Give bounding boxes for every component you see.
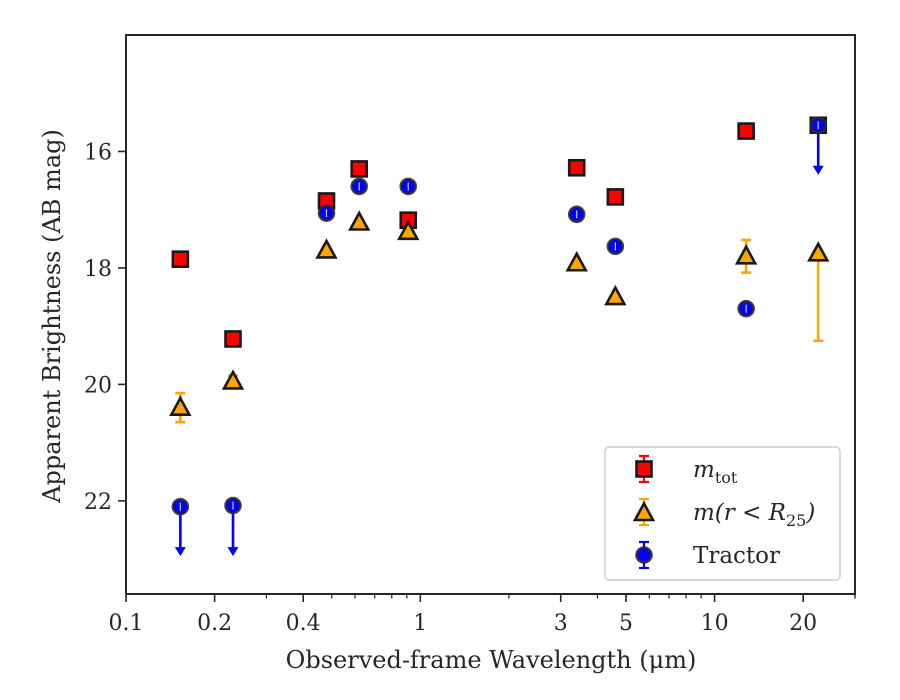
limit-arrowhead [174, 547, 186, 557]
x-tick-label: 0.1 [109, 611, 144, 636]
x-axis-title: Observed-frame Wavelength (μm) [286, 646, 697, 674]
m-tot-point [350, 160, 368, 178]
r25-point [604, 284, 627, 306]
legend-label: mtot [693, 457, 738, 487]
legend-box [604, 446, 841, 581]
r25-point [807, 241, 830, 262]
m-tot-marker [350, 160, 368, 178]
plot-frame [125, 34, 856, 595]
tractor-point [317, 204, 336, 222]
r25-point [348, 210, 371, 231]
y-tick-label: 22 [84, 490, 112, 515]
x-tick-label: 5 [619, 611, 633, 636]
m-tot-point [567, 158, 586, 177]
x-tick-label: 10 [701, 611, 729, 636]
y-tick-label: 20 [84, 373, 112, 398]
r25-point [315, 238, 338, 259]
m-tot-point [606, 188, 625, 206]
legend-square-icon [635, 460, 653, 478]
tractor-point [350, 177, 368, 196]
m-tot-marker [567, 158, 586, 177]
legend-label: m(r < R25) [693, 500, 815, 530]
legend-entry-m_tot: mtot [635, 454, 738, 487]
limit-arrowhead [227, 547, 239, 557]
tractor-point [606, 237, 625, 256]
tractor-point [224, 496, 242, 515]
legend-entry-m_r25: m(r < R25) [632, 497, 815, 530]
y-axis-title: Apparent Brightness (AB mag) [38, 129, 66, 504]
legend-circle-icon [635, 546, 653, 564]
m-tot-point [737, 122, 755, 140]
r25-point [221, 369, 245, 390]
r25-point [397, 219, 420, 241]
r25-error-bar [813, 252, 824, 343]
x-tick-label: 0.2 [197, 611, 232, 636]
legend-entry-tractor: Tractor [635, 540, 780, 570]
tractor-point [399, 177, 418, 196]
tractor-point [171, 497, 190, 516]
tractor-point [567, 205, 586, 224]
tractor-point [737, 299, 755, 318]
m-tot-marker [606, 188, 625, 206]
axes: 0.1 0.2 0.4 1 3 5 10 20 16 18 20 22 [84, 34, 856, 636]
y-tick-label: 16 [84, 140, 112, 165]
r25-point [169, 395, 192, 416]
m-tot-point [171, 250, 190, 268]
legend-label: Tractor [693, 543, 780, 569]
m-tot-marker [171, 250, 190, 268]
r25-point [734, 244, 758, 265]
x-tick-label: 20 [789, 611, 817, 636]
x-tick-label: 1 [413, 611, 427, 636]
m-tot-point [224, 330, 242, 348]
m-tot-marker [224, 330, 242, 348]
m-tot-marker [737, 122, 755, 140]
plot-area [169, 116, 830, 557]
r25-point [565, 251, 588, 272]
limit-arrowhead [812, 165, 824, 175]
x-tick-label: 0.4 [286, 611, 321, 636]
legend-triangle-icon [632, 500, 656, 522]
legend: mtot m(r < R25) Tractor [604, 446, 841, 581]
y-tick-label: 18 [84, 257, 112, 282]
x-tick-label: 3 [554, 611, 568, 636]
tractor-point [809, 116, 828, 135]
